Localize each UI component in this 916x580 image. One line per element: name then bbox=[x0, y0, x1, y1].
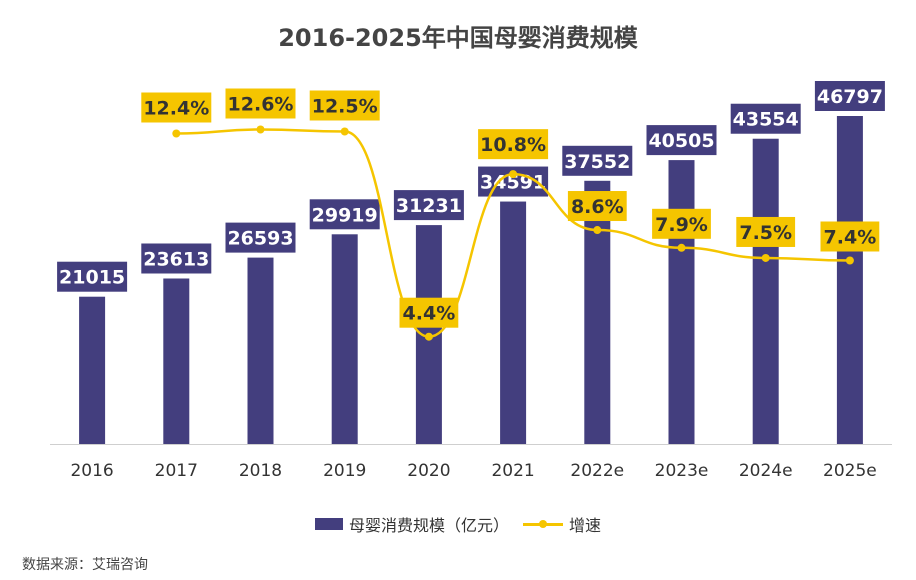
bar-2019 bbox=[331, 234, 358, 444]
growth-label-2024e-box bbox=[736, 216, 796, 247]
growth-point-2025e bbox=[845, 256, 854, 265]
x-tick-2017: 2017 bbox=[155, 461, 198, 481]
growth-label-2017-box bbox=[141, 92, 212, 123]
legend-line-swatch bbox=[523, 518, 563, 530]
source-note: 数据来源：艾瑞咨询 bbox=[22, 557, 148, 573]
bar-label-2023e-text: 40505 bbox=[648, 130, 714, 152]
bar-label-2020-box bbox=[393, 190, 464, 221]
x-tick-2020: 2020 bbox=[407, 461, 450, 481]
growth-label-2018-text: 12.6% bbox=[228, 94, 294, 116]
x-tick-2019: 2019 bbox=[323, 461, 366, 481]
growth-point-2024e bbox=[761, 253, 770, 262]
growth-label-2023e: 7.9% bbox=[652, 208, 711, 239]
growth-label-2020: 4.4% bbox=[399, 297, 459, 328]
bar-label-2018: 26593 bbox=[225, 222, 296, 253]
bar-2024e bbox=[752, 138, 779, 445]
growth-point-2017 bbox=[172, 129, 181, 138]
growth-label-2025e-box bbox=[820, 221, 880, 252]
bar-label-2018-box bbox=[225, 222, 296, 253]
x-tick-2024e: 2024e bbox=[739, 461, 793, 481]
bar-label-2023e-box bbox=[646, 125, 717, 156]
growth-label-2019-box bbox=[309, 90, 380, 121]
bar-2021 bbox=[500, 201, 527, 444]
bar-2025e bbox=[836, 116, 863, 444]
legend: 母婴消费规模（亿元） 增速 bbox=[0, 512, 916, 536]
growth-label-2018: 12.6% bbox=[225, 88, 296, 119]
bar-label-2022e: 37552 bbox=[562, 145, 633, 176]
growth-label-2021-text: 10.8% bbox=[480, 134, 546, 156]
bar-2022e bbox=[584, 180, 611, 445]
growth-label-2019-text: 12.5% bbox=[312, 96, 378, 118]
bar-2016 bbox=[79, 296, 106, 444]
bar-label-2016-text: 21015 bbox=[59, 267, 125, 289]
legend-scale-label: 母婴消费规模（亿元） bbox=[348, 516, 509, 535]
growth-label-2017: 12.4% bbox=[141, 92, 212, 123]
growth-label-2020-text: 4.4% bbox=[403, 303, 456, 325]
bar-label-2016: 21015 bbox=[57, 261, 128, 292]
growth-label-2017-text: 12.4% bbox=[143, 98, 209, 120]
growth-label-2022e-text: 8.6% bbox=[571, 196, 624, 218]
x-tick-2016: 2016 bbox=[70, 461, 113, 481]
growth-label-2025e: 7.4% bbox=[820, 221, 880, 252]
bar-label-2019: 29919 bbox=[309, 199, 380, 230]
growth-label-2022e: 8.6% bbox=[567, 191, 627, 222]
growth-label-2019: 12.5% bbox=[309, 90, 380, 121]
legend-item-scale: 母婴消费规模（亿元） bbox=[314, 512, 509, 536]
bar-label-2017: 23613 bbox=[141, 243, 212, 274]
bar-label-2019-box bbox=[309, 199, 380, 230]
growth-label-2021: 10.8% bbox=[478, 129, 549, 160]
growth-label-2022e-box bbox=[567, 191, 627, 222]
x-tick-2025e: 2025e bbox=[823, 461, 877, 481]
bar-label-2025e-text: 46797 bbox=[817, 86, 883, 108]
legend-growth-label: 增速 bbox=[569, 516, 602, 535]
bar-label-2020: 31231 bbox=[393, 190, 464, 221]
growth-point-2022e bbox=[593, 226, 602, 235]
legend-bar-swatch bbox=[314, 518, 343, 530]
growth-label-2018-box bbox=[225, 88, 296, 119]
legend-item-growth: 增速 bbox=[523, 512, 601, 536]
bar-label-2017-box bbox=[141, 243, 212, 274]
x-tick-2018: 2018 bbox=[239, 461, 282, 481]
growth-label-2024e-text: 7.5% bbox=[739, 222, 792, 244]
bar-label-2023e: 40505 bbox=[646, 125, 717, 156]
growth-label-2021-box bbox=[478, 129, 549, 160]
growth-label-2020-box bbox=[399, 297, 459, 328]
growth-point-2020 bbox=[424, 332, 433, 341]
growth-label-2023e-box bbox=[652, 208, 711, 239]
growth-label-2024e: 7.5% bbox=[736, 216, 796, 247]
chart-title: 2016-2025年中国母婴消费规模 bbox=[278, 24, 638, 52]
growth-line bbox=[176, 128, 850, 338]
growth-line-layer: 12.4% 12.6% 12.5% 4.4% 10.8% 8.6% 7.9% 7.5% 7.4% bbox=[141, 88, 880, 341]
bar-label-2018-text: 26593 bbox=[227, 228, 293, 250]
x-tick-2022e: 2022e bbox=[570, 461, 624, 481]
bar-label-2024e-text: 43554 bbox=[733, 109, 799, 131]
bar-label-2024e: 43554 bbox=[730, 103, 801, 134]
bar-label-2017-text: 23613 bbox=[143, 248, 209, 270]
bar-label-2020-text: 31231 bbox=[396, 195, 462, 217]
bar-2017 bbox=[163, 278, 190, 444]
bar-label-2022e-text: 37552 bbox=[564, 151, 630, 173]
growth-point-2021 bbox=[509, 170, 518, 179]
x-tick-2023e: 2023e bbox=[655, 461, 709, 481]
bar-label-2025e: 46797 bbox=[814, 81, 885, 111]
bar-label-2016-box bbox=[57, 261, 128, 292]
growth-point-2023e bbox=[677, 243, 686, 252]
growth-point-2018 bbox=[256, 125, 265, 134]
bar-2023e bbox=[668, 160, 695, 445]
bar-label-2025e-box bbox=[814, 81, 885, 111]
bar-2018 bbox=[247, 257, 274, 444]
bar-label-2019-text: 29919 bbox=[312, 204, 378, 226]
bar-label-2024e-box bbox=[730, 103, 801, 134]
x-tick-2021: 2021 bbox=[491, 461, 534, 481]
bar-label-2022e-box bbox=[562, 145, 633, 176]
growth-label-2023e-text: 7.9% bbox=[655, 214, 708, 236]
growth-label-2025e-text: 7.4% bbox=[824, 227, 877, 249]
growth-point-2019 bbox=[340, 127, 349, 136]
x-axis-ticks: 2016 2017 2018 2019 2020 2021 2022e 2023e 2024e 2… bbox=[70, 461, 876, 481]
